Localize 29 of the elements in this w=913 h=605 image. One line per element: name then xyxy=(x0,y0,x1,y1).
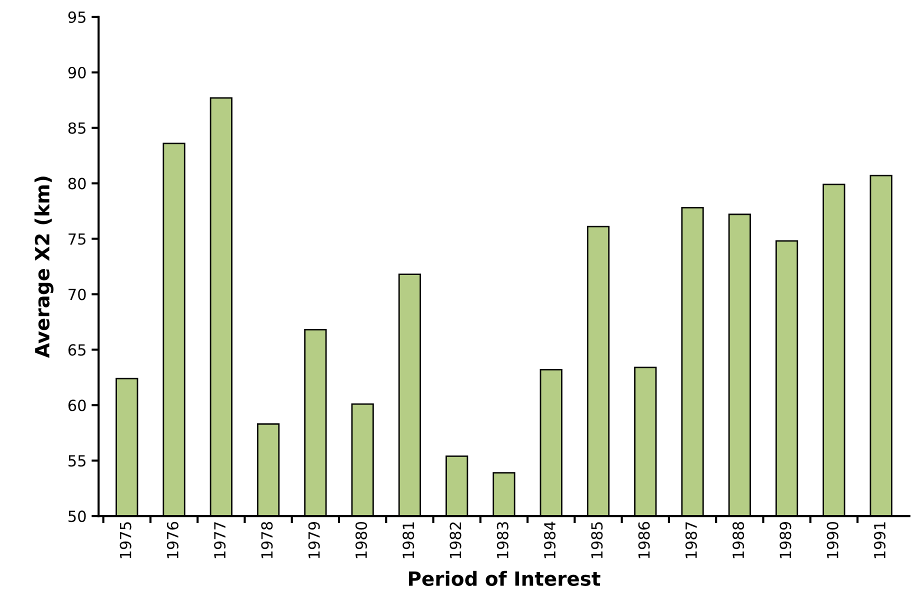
y-tick-label: 55 xyxy=(68,455,86,467)
x-axis-title: Period of Interest xyxy=(408,570,600,586)
x-tick-label: 1990 xyxy=(826,522,838,558)
x-tick-label: 1981 xyxy=(402,522,414,558)
y-tick-label: 85 xyxy=(68,122,86,134)
x-tick-label: 1985 xyxy=(591,522,603,558)
x-tick-label: 1980 xyxy=(355,522,367,558)
x-tick-label: 1984 xyxy=(544,522,556,558)
y-tick-label: 65 xyxy=(68,344,86,356)
x-tick-label: 1976 xyxy=(166,522,178,558)
x-tick-label: 1986 xyxy=(638,522,650,558)
y-tick-label: 70 xyxy=(68,288,86,300)
y-tick-label: 80 xyxy=(68,178,86,190)
x-tick-label: 1977 xyxy=(214,522,226,558)
y-tick-label: 60 xyxy=(68,400,86,412)
x-tick-label: 1978 xyxy=(261,522,273,558)
y-axis-title: Average X2 (km) xyxy=(34,176,54,358)
x-tick-label: 1987 xyxy=(685,522,697,558)
x-tick-label: 1979 xyxy=(308,522,320,558)
y-tick-label: 95 xyxy=(68,11,86,23)
x-tick-label: 1988 xyxy=(732,522,744,558)
x-tick-label: 1991 xyxy=(874,522,886,558)
y-tick-label: 90 xyxy=(68,66,86,78)
x-tick-label: 1982 xyxy=(450,522,462,558)
y-tick-label: 50 xyxy=(68,510,86,522)
x-tick-label: 1989 xyxy=(780,522,792,558)
x-tick-label: 1983 xyxy=(496,522,508,558)
x-tick-label: 1975 xyxy=(120,522,132,558)
y-tick-label: 75 xyxy=(68,233,86,245)
